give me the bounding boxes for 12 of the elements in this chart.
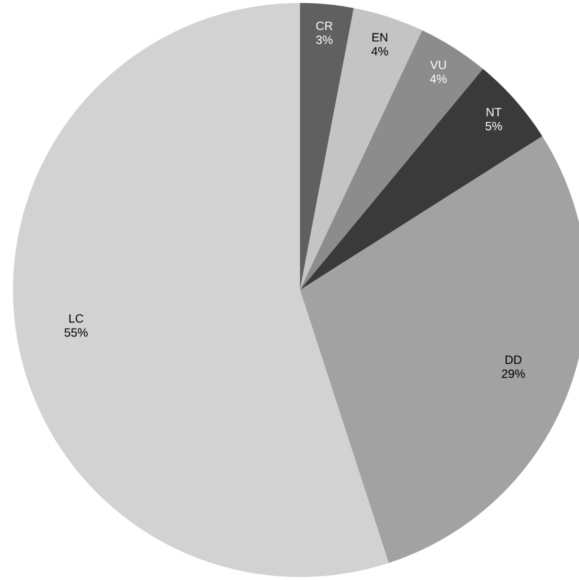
data-label: 4% — [371, 47, 388, 56]
slice-label: LC — [69, 314, 84, 323]
data-label: 3% — [316, 36, 333, 44]
slice-label: DD — [506, 356, 522, 364]
slice-label: CR — [316, 22, 332, 30]
data-label: 55% — [64, 328, 88, 337]
data-label: 29% — [502, 369, 525, 378]
data-label: 5% — [486, 122, 502, 130]
data-label: 4% — [430, 74, 447, 84]
slice-label: NT — [486, 108, 502, 116]
slice-label: VU — [430, 60, 446, 70]
slice-label: EN — [372, 33, 388, 42]
